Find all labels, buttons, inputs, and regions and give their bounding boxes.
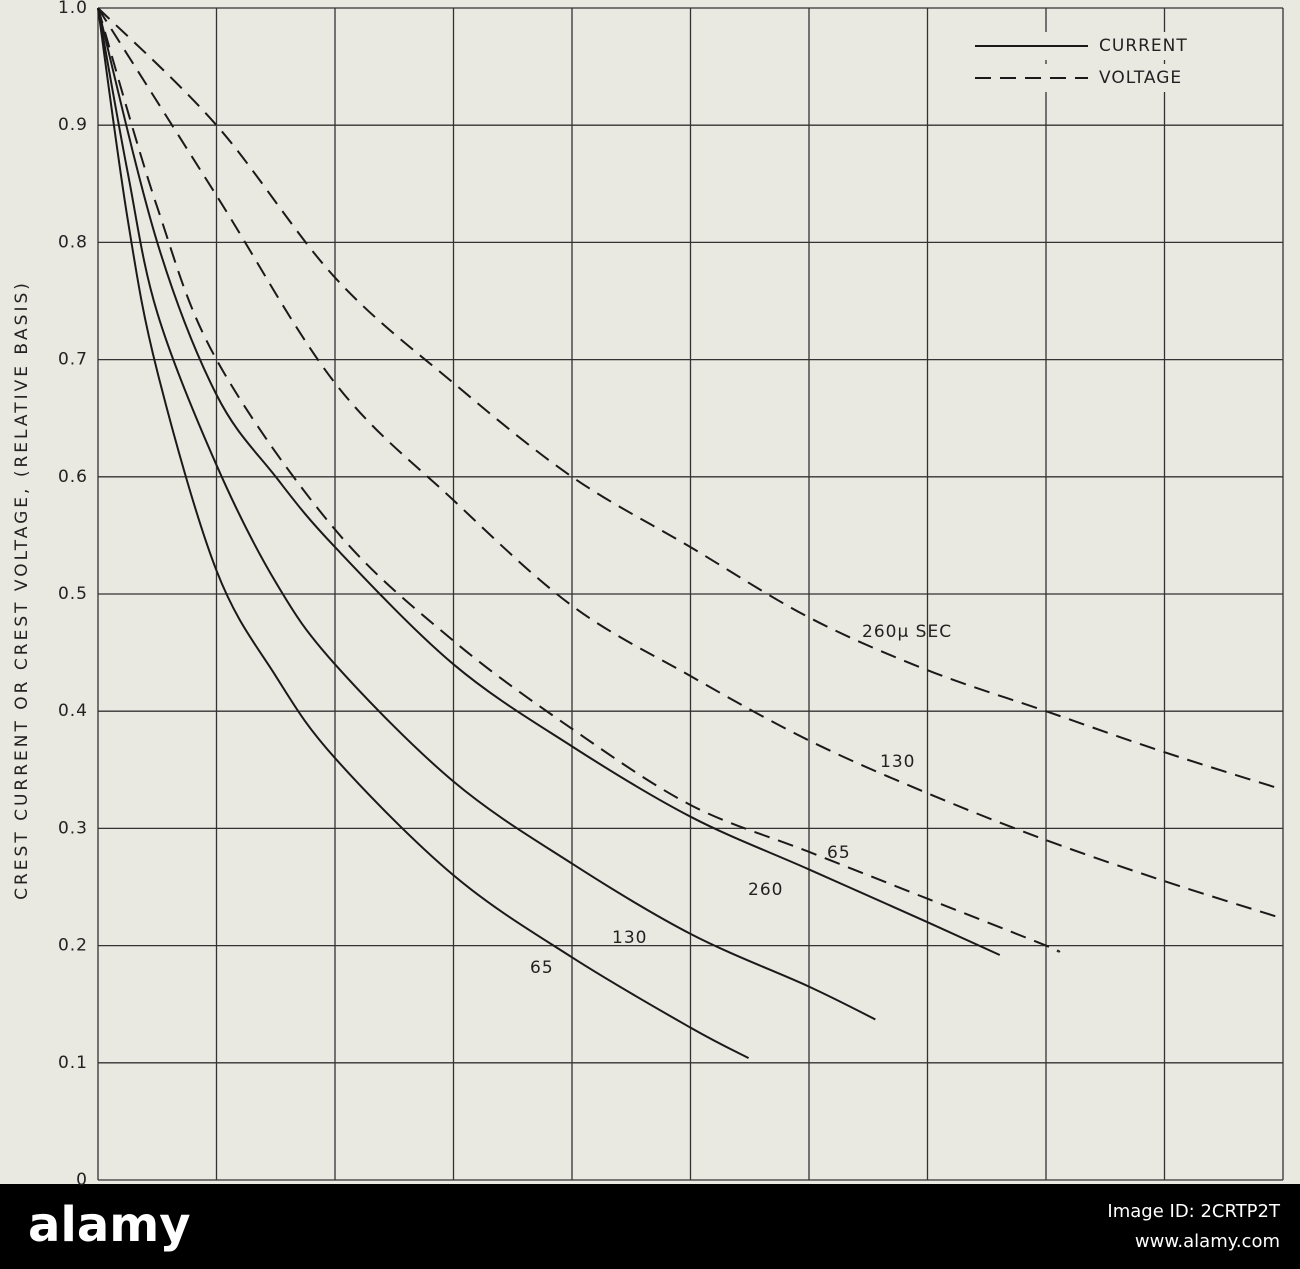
- series-line: [97, 7, 750, 1059]
- series-annotation: 130: [880, 752, 915, 772]
- y-axis-label: CREST CURRENT OR CREST VOLTAGE, (RELATIV…: [12, 280, 32, 900]
- legend-label: VOLTAGE: [1099, 68, 1182, 88]
- series-line: [97, 7, 1280, 919]
- series-line: [97, 7, 1284, 791]
- y-tick-label: 1.0: [58, 0, 88, 18]
- series-line: [97, 7, 1001, 956]
- y-tick-label: 0: [76, 1170, 88, 1190]
- legend-label: CURRENT: [1099, 36, 1188, 56]
- series-annotation: 260: [748, 880, 783, 900]
- footer-url: www.alamy.com: [1135, 1231, 1280, 1252]
- y-tick-label: 0.4: [58, 701, 88, 721]
- footer-brand: alamy: [28, 1197, 191, 1253]
- y-tick-label: 0.1: [58, 1053, 88, 1073]
- legend-bg: [969, 64, 1269, 92]
- y-tick-label: 0.9: [58, 115, 88, 135]
- series-line: [97, 7, 876, 1021]
- y-tick-label: 0.7: [58, 350, 88, 370]
- series-line: [97, 7, 1061, 953]
- series-annotation: 130: [612, 928, 647, 948]
- series-annotation: 65: [827, 843, 851, 863]
- y-tick-label: 0.2: [58, 936, 88, 956]
- y-tick-label: 0.3: [58, 818, 88, 838]
- footer-image-id: Image ID: 2CRTP2T: [1107, 1201, 1281, 1222]
- y-tick-label: 0.5: [58, 584, 88, 604]
- y-tick-label: 0.8: [58, 232, 88, 252]
- series-annotation: 260μ SEC: [862, 622, 952, 642]
- footer-bar: [0, 1184, 1300, 1269]
- series-annotation: 65: [530, 958, 554, 978]
- y-tick-label: 0.6: [58, 467, 88, 487]
